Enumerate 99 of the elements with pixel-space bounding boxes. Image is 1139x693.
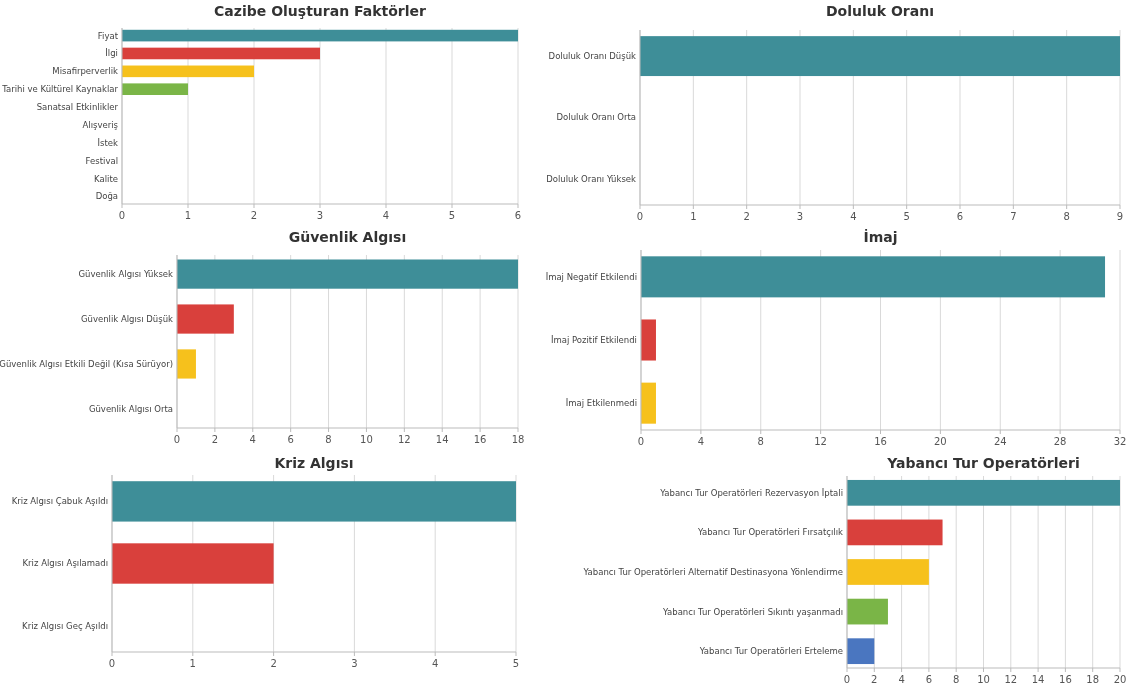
x-tick-label: 6 [514,210,522,221]
x-tick-label: 7 [1010,211,1017,222]
y-tick-label: Alışveriş [82,119,119,130]
y-tick-label: Doluluk Oranı Yüksek [546,173,637,184]
x-tick-label: 3 [796,211,804,222]
y-tick-label: İmaj Negatif Etkilendi [545,271,637,282]
y-tick-label: Yabancı Tur Operatörleri Rezervasyon İptali [659,487,843,498]
x-tick-label: 0 [636,211,644,222]
y-tick-label: İlgi [105,48,118,59]
x-tick-label: 6 [287,434,294,445]
x-tick-label: 32 [1113,436,1127,447]
chart-title: Güvenlik Algısı [288,229,407,245]
x-tick-label: 10 [360,434,373,445]
x-tick-label: 0 [637,436,645,447]
bar [847,598,888,625]
x-tick-label: 5 [512,658,520,669]
x-tick-label: 5 [903,211,910,222]
x-tick-label: 3 [316,210,324,221]
bar [847,519,943,546]
x-tick-label: 0 [108,658,116,669]
x-tick-label: 4 [382,210,390,221]
x-tick-label: 10 [977,674,990,685]
y-tick-label: Yabancı Tur Operatörleri Fırsatçılık [696,527,844,538]
x-tick-label: 1 [184,210,192,221]
y-tick-label: Yabancı Tur Operatörleri Erteleme [698,646,843,657]
bar [177,349,196,379]
x-tick-label: 8 [1063,211,1070,222]
y-tick-label: İmaj Pozitif Etkilendi [550,334,637,345]
x-tick-label: 2 [743,211,750,222]
x-tick-label: 4 [249,434,256,445]
y-tick-label: Kriz Algısı Aşılamadı [22,558,108,569]
x-tick-label: 24 [993,436,1007,447]
x-tick-label: 28 [1053,436,1067,447]
bar [122,29,518,42]
y-tick-label: Kriz Algısı Geç Aşıldı [22,620,108,631]
y-tick-label: Doğa [95,191,118,202]
x-tick-label: 12 [1004,674,1018,685]
x-tick-label: 16 [473,434,487,445]
x-tick-label: 2 [270,658,277,669]
x-tick-label: 2 [871,674,878,685]
x-tick-label: 20 [1113,674,1127,685]
x-tick-label: 18 [511,434,525,445]
y-tick-label: Güvenlik Algısı Orta [88,403,173,414]
y-tick-label: Güvenlik Algısı Yüksek [78,269,174,280]
x-tick-label: 8 [953,674,960,685]
x-tick-label: 3 [351,658,358,669]
x-tick-label: 16 [1059,674,1072,685]
y-tick-label: Sanatsal Etkinlikler [36,102,119,113]
y-tick-label: Yabancı Tur Operatörleri Alternatif Destinasyona Yönlendirme [582,566,843,577]
x-tick-label: 4 [898,674,905,685]
x-tick-label: 8 [325,434,332,445]
x-tick-label: 2 [250,210,258,221]
chart-title: Cazibe Oluşturan Faktörler [214,3,427,19]
y-tick-label: Güvenlik Algısı Etkili Değil (Kısa Sürüyor) [0,358,173,369]
x-tick-label: 4 [432,658,439,669]
x-tick-label: 0 [118,210,126,221]
y-tick-label: İstek [97,137,119,148]
y-tick-label: Tarihi ve Kültürel Kaynaklar [1,84,119,95]
x-tick-label: 1 [189,658,196,669]
y-tick-label: Fiyat [97,30,119,41]
x-tick-label: 9 [1116,211,1124,222]
y-tick-label: Yabancı Tur Operatörleri Sıkıntı yaşanmadı [662,606,843,617]
x-tick-label: 4 [850,211,857,222]
bar [847,559,929,585]
y-tick-label: İmaj Etkilenmedi [565,398,637,409]
y-tick-label: Kalite [94,173,118,184]
bar [122,65,254,78]
x-tick-label: 20 [934,436,947,447]
chart-title: Kriz Algısı [274,455,354,471]
x-tick-label: 8 [757,436,764,447]
y-tick-label: Doluluk Oranı Düşük [548,51,637,62]
y-tick-label: Festival [85,155,118,166]
chart-title: Doluluk Oranı [826,3,934,19]
chart-title: Yabancı Tur Operatörleri [886,455,1080,471]
y-tick-label: Kriz Algısı Çabuk Aşıldı [11,496,108,507]
x-tick-label: 4 [697,436,705,447]
x-tick-label: 2 [211,434,219,445]
x-tick-label: 14 [435,434,449,445]
x-tick-label: 5 [448,210,456,221]
x-tick-label: 6 [956,211,964,222]
y-tick-label: Misafirperverlik [52,66,119,77]
bar [122,47,320,60]
x-tick-label: 18 [1086,674,1100,685]
y-tick-label: Doluluk Oranı Orta [556,112,636,123]
x-tick-label: 0 [173,434,181,445]
y-tick-label: Güvenlik Algısı Düşük [80,314,174,325]
x-tick-label: 14 [1031,674,1045,685]
x-tick-label: 16 [874,436,887,447]
x-tick-label: 12 [814,436,827,447]
chart-title: İmaj [863,229,898,245]
bar [177,304,234,334]
bar [177,259,518,289]
bar [122,83,188,96]
x-tick-label: 0 [843,674,851,685]
bar [847,479,1120,506]
x-tick-label: 12 [397,434,411,445]
bar [847,638,875,665]
x-tick-label: 1 [690,211,697,222]
x-tick-label: 6 [925,674,933,685]
